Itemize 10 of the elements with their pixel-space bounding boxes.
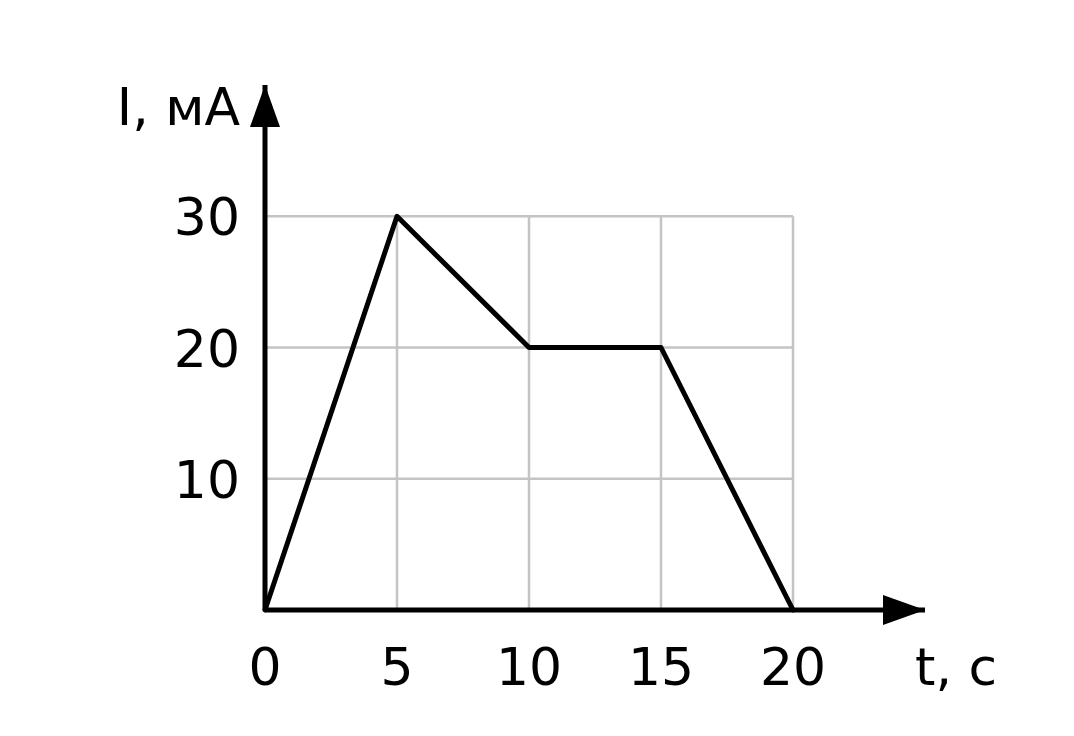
x-tick-label: 10: [495, 637, 563, 697]
x-tick-label: 20: [759, 637, 827, 697]
x-axis-title: t, с: [915, 637, 998, 697]
x-tick-label: 5: [380, 637, 414, 697]
x-tick-label: 15: [627, 637, 695, 697]
y-tick-label: 20: [173, 318, 240, 379]
y-axis-title: I, мА: [116, 77, 241, 137]
y-tick-label: 10: [173, 449, 240, 510]
x-tick-label: 0: [248, 637, 282, 697]
y-tick-label: 30: [173, 187, 240, 248]
